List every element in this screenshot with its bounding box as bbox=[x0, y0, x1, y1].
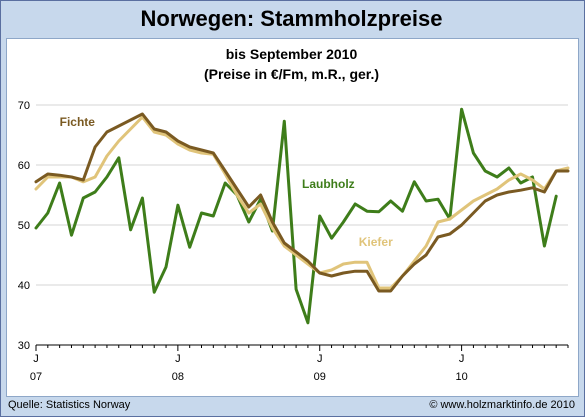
y-tick-label: 50 bbox=[18, 220, 30, 232]
chart-subtitle-line2: (Preise in €/Fm, m.R., ger.) bbox=[203, 66, 380, 82]
x-year-label: 08 bbox=[172, 371, 184, 383]
x-tick-label: J bbox=[33, 353, 39, 365]
series-label-laubholz: Laubholz bbox=[302, 177, 355, 191]
axes: 30 40 50 60 70 J 07 J 08 J 09 J 10 bbox=[18, 100, 569, 383]
x-year-label: 10 bbox=[455, 371, 467, 383]
chart-subtitle-line1: bis September 2010 bbox=[225, 46, 358, 62]
y-tick-label: 40 bbox=[18, 280, 30, 292]
x-year-label: 07 bbox=[30, 371, 42, 383]
series-labels: Laubholz Kiefer Fichte bbox=[60, 115, 393, 249]
series-label-kiefer: Kiefer bbox=[359, 235, 393, 249]
y-tick-label: 30 bbox=[18, 340, 30, 352]
copyright-note: © www.holzmarktinfo.de 2010 bbox=[429, 399, 575, 411]
x-tick-label: J bbox=[175, 353, 181, 365]
y-tick-label: 70 bbox=[18, 100, 30, 112]
x-tick-label: J bbox=[459, 353, 465, 365]
series-lines bbox=[34, 107, 570, 325]
series-line-fichte bbox=[34, 112, 570, 293]
series-line-kiefer bbox=[34, 115, 570, 290]
series-label-fichte: Fichte bbox=[60, 115, 96, 129]
x-year-label: 09 bbox=[314, 371, 326, 383]
series-line-laubholz bbox=[34, 107, 558, 325]
x-tick-label: J bbox=[317, 353, 323, 365]
y-tick-label: 60 bbox=[18, 160, 30, 172]
grid-lines bbox=[36, 104, 568, 286]
source-note: Quelle: Statistics Norway bbox=[8, 399, 131, 411]
chart-title: Norwegen: Stammholzpreise bbox=[140, 6, 443, 31]
